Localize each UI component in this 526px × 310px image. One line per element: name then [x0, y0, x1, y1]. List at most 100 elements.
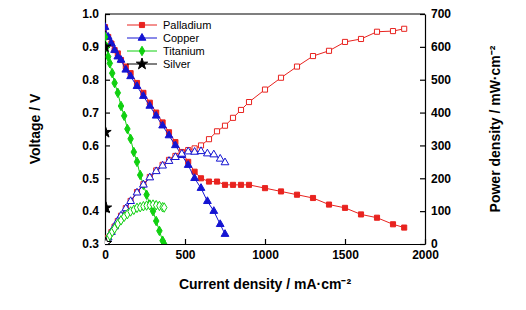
tick: 600: [420, 40, 451, 54]
tick-label: 500: [431, 73, 451, 87]
marker: [105, 237, 112, 244]
marker: [131, 147, 136, 156]
chart: 05001000150020000.30.40.50.60.70.80.91.0…: [0, 0, 526, 310]
marker: [109, 68, 114, 77]
marker: [216, 154, 224, 161]
marker: [210, 150, 218, 157]
legend-label: Palladium: [163, 19, 211, 31]
series-line: [105, 29, 404, 244]
marker: [310, 54, 315, 59]
marker: [161, 203, 166, 212]
marker: [121, 111, 126, 120]
tick-label: 0.7: [82, 106, 99, 120]
tick: 1500: [332, 239, 359, 262]
tick: 1000: [252, 239, 279, 262]
tick-label: 100: [431, 204, 451, 218]
marker: [105, 237, 111, 244]
marker: [140, 180, 148, 187]
tick-mark: [420, 244, 425, 245]
marker: [133, 82, 141, 89]
marker: [112, 78, 117, 87]
x-axis-title: Current density / mA·cm⁻²: [179, 276, 352, 292]
legend-label: Copper: [163, 32, 199, 44]
tick-label: 400: [431, 106, 451, 120]
legend-label: Titanium: [163, 45, 205, 57]
marker: [230, 182, 235, 187]
tick-label: 0.6: [82, 139, 99, 153]
marker: [127, 72, 135, 79]
marker: [105, 32, 108, 41]
marker: [402, 26, 407, 31]
marker: [210, 207, 218, 214]
tick-mark: [420, 80, 425, 81]
legend-entry: Silver: [127, 58, 191, 70]
tick-label: 700: [431, 7, 451, 21]
marker: [105, 41, 111, 52]
marker: [105, 202, 112, 213]
marker: [310, 195, 315, 200]
series-line: [105, 151, 225, 244]
marker: [262, 87, 267, 92]
marker: [197, 184, 205, 191]
marker: [358, 212, 363, 217]
y2-axis-title: Power density / mW·cm⁻²: [487, 45, 503, 212]
marker: [165, 157, 173, 164]
marker: [111, 46, 119, 53]
marker: [216, 220, 224, 227]
marker: [246, 182, 251, 187]
tick-mark: [105, 244, 110, 245]
marker: [206, 179, 211, 184]
marker: [184, 161, 192, 168]
marker: [146, 173, 154, 180]
marker: [125, 124, 130, 133]
marker: [230, 115, 235, 120]
frame-top: [105, 13, 425, 14]
marker: [204, 149, 212, 156]
marker: [278, 189, 283, 194]
series: [105, 25, 407, 231]
marker: [214, 129, 219, 134]
series: [105, 26, 407, 244]
series: [105, 237, 112, 244]
marker: [197, 147, 205, 154]
series: [105, 32, 167, 244]
marker: [105, 126, 111, 137]
marker: [342, 205, 347, 210]
marker: [326, 48, 331, 53]
marker: [105, 23, 109, 30]
tick-label: 0.4: [82, 204, 99, 218]
marker: [198, 176, 203, 181]
marker: [152, 111, 160, 118]
tick-mark: [105, 80, 110, 81]
legend-entry: Palladium: [127, 19, 211, 31]
tick-mark: [420, 47, 425, 48]
marker: [221, 158, 229, 165]
marker: [127, 197, 135, 204]
y-axis-title: Voltage / V: [27, 93, 43, 164]
marker: [326, 202, 331, 207]
series-line: [105, 205, 164, 244]
tick: 0: [420, 237, 438, 251]
tick-mark: [420, 211, 425, 212]
marker: [374, 215, 379, 220]
series-line: [105, 37, 164, 244]
plot-area: [105, 23, 407, 244]
tick-label: 500: [175, 248, 195, 262]
marker: [134, 157, 139, 166]
series: [105, 41, 112, 213]
marker: [191, 174, 199, 181]
marker: [105, 238, 111, 244]
marker: [118, 101, 123, 110]
marker: [342, 39, 347, 44]
marker: [144, 190, 149, 199]
marker: [390, 29, 395, 34]
marker: [238, 107, 243, 112]
tick: 500: [420, 73, 451, 87]
legend-marker: [139, 22, 144, 27]
marker: [214, 179, 219, 184]
marker: [374, 29, 379, 34]
legend-marker: [136, 58, 147, 69]
marker: [133, 188, 141, 195]
tick-label: 600: [431, 40, 451, 54]
y2-axis: 0100200300400500600700: [420, 7, 451, 251]
